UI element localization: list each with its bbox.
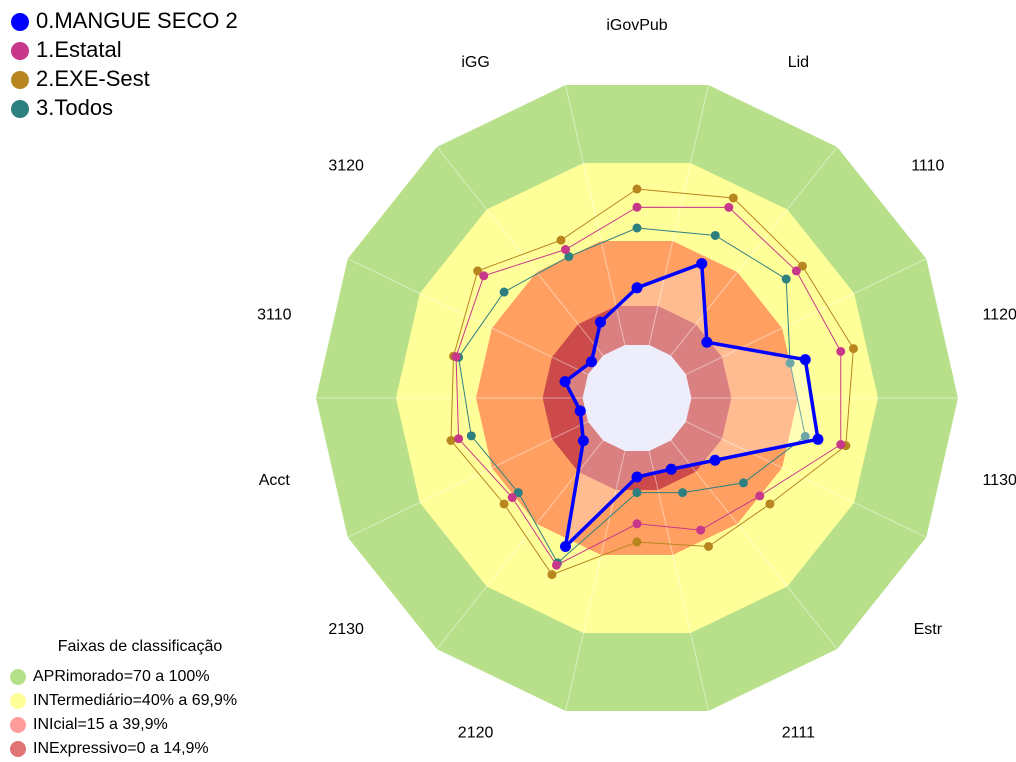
spoke xyxy=(685,258,927,375)
axis-label: 3120 xyxy=(328,157,364,174)
series-point xyxy=(560,245,570,255)
bands-title: Faixas de classificação xyxy=(58,638,223,655)
spoke xyxy=(565,84,626,346)
series-point xyxy=(701,336,713,348)
series-point xyxy=(559,540,571,552)
series-point xyxy=(631,282,643,294)
band-legend-label: APRimorado=70 a 100% xyxy=(33,668,210,685)
series-point xyxy=(781,274,791,284)
series-point xyxy=(513,488,523,498)
series-point xyxy=(479,271,489,281)
spoke xyxy=(648,450,709,712)
axis-label: iGG xyxy=(461,54,489,71)
axis-label: Estr xyxy=(914,621,943,638)
series-point xyxy=(665,463,677,475)
series-point xyxy=(791,266,801,276)
axis-label: 2130 xyxy=(328,621,364,638)
series-point xyxy=(632,537,642,547)
series-point xyxy=(785,358,795,368)
series-point xyxy=(547,570,557,580)
axis-label: iGovPub xyxy=(606,17,667,34)
axis-label: 1130 xyxy=(982,472,1016,489)
series-point xyxy=(709,454,721,466)
series-point xyxy=(765,499,775,509)
series-point xyxy=(454,434,464,444)
legend-label: 0.MANGUE SECO 2 xyxy=(36,8,238,33)
series-point xyxy=(632,184,642,194)
spoke xyxy=(670,440,838,650)
band-legend-marker xyxy=(10,669,26,685)
axis-label: Acct xyxy=(259,472,291,489)
series-point xyxy=(738,478,748,488)
spoke xyxy=(670,146,838,356)
band-legend-marker xyxy=(10,717,26,733)
series-point xyxy=(577,435,589,447)
series-point xyxy=(812,433,824,445)
series-point xyxy=(848,344,858,354)
series-point xyxy=(473,266,483,276)
inner-hole xyxy=(582,345,692,451)
legend-marker xyxy=(11,13,29,31)
band-legend-label: INTermediário=40% a 69,9% xyxy=(33,692,237,709)
axis-label: 1110 xyxy=(911,157,944,174)
band-legend-label: INExpressivo=0 a 14,9% xyxy=(33,740,209,757)
series-point xyxy=(696,258,708,270)
spoke xyxy=(565,450,626,712)
series-point xyxy=(755,491,765,501)
series-point xyxy=(632,519,642,529)
spoke xyxy=(347,258,589,375)
spoke xyxy=(347,421,589,538)
spoke xyxy=(436,440,604,650)
band-legend-marker xyxy=(10,741,26,757)
series-point xyxy=(696,525,706,535)
series-point xyxy=(724,202,734,212)
series-point xyxy=(551,560,561,570)
series-point xyxy=(678,488,688,498)
band-legend-marker xyxy=(10,693,26,709)
series-point xyxy=(499,499,509,509)
series-point xyxy=(594,316,606,328)
legend-label: 1.Estatal xyxy=(36,37,122,62)
series-point xyxy=(632,202,642,212)
legend-marker xyxy=(11,42,29,60)
legend-label: 3.Todos xyxy=(36,95,113,120)
series-point xyxy=(556,235,566,245)
axis-label: 2111 xyxy=(782,724,815,741)
series-point xyxy=(451,352,461,362)
series-point xyxy=(704,541,714,551)
axis-label: 1120 xyxy=(982,306,1016,323)
series-point xyxy=(466,431,476,441)
spoke xyxy=(436,146,604,356)
series-point xyxy=(631,471,643,483)
series-point xyxy=(728,193,738,203)
series-point xyxy=(797,261,807,271)
legend-marker xyxy=(11,100,29,118)
series-point xyxy=(710,230,720,240)
axis-label: 2120 xyxy=(458,724,494,741)
series-point xyxy=(507,493,517,503)
series-point xyxy=(574,405,586,417)
legend-marker xyxy=(11,71,29,89)
series-point xyxy=(632,488,642,498)
series-point xyxy=(632,223,642,233)
band-legend-label: INIcial=15 a 39,9% xyxy=(33,716,168,733)
axis-label: 3110 xyxy=(257,306,292,323)
series-point xyxy=(836,440,846,450)
series-point xyxy=(800,431,810,441)
series-point xyxy=(585,356,597,368)
spoke xyxy=(685,421,927,538)
series-point xyxy=(836,346,846,356)
series-point xyxy=(446,435,456,445)
spoke xyxy=(648,84,709,346)
legend-label: 2.EXE-Sest xyxy=(36,66,150,91)
series-point xyxy=(564,252,574,262)
series-point xyxy=(499,287,509,297)
series-point xyxy=(559,376,571,388)
series-point xyxy=(799,354,811,366)
axis-label: Lid xyxy=(788,54,809,71)
